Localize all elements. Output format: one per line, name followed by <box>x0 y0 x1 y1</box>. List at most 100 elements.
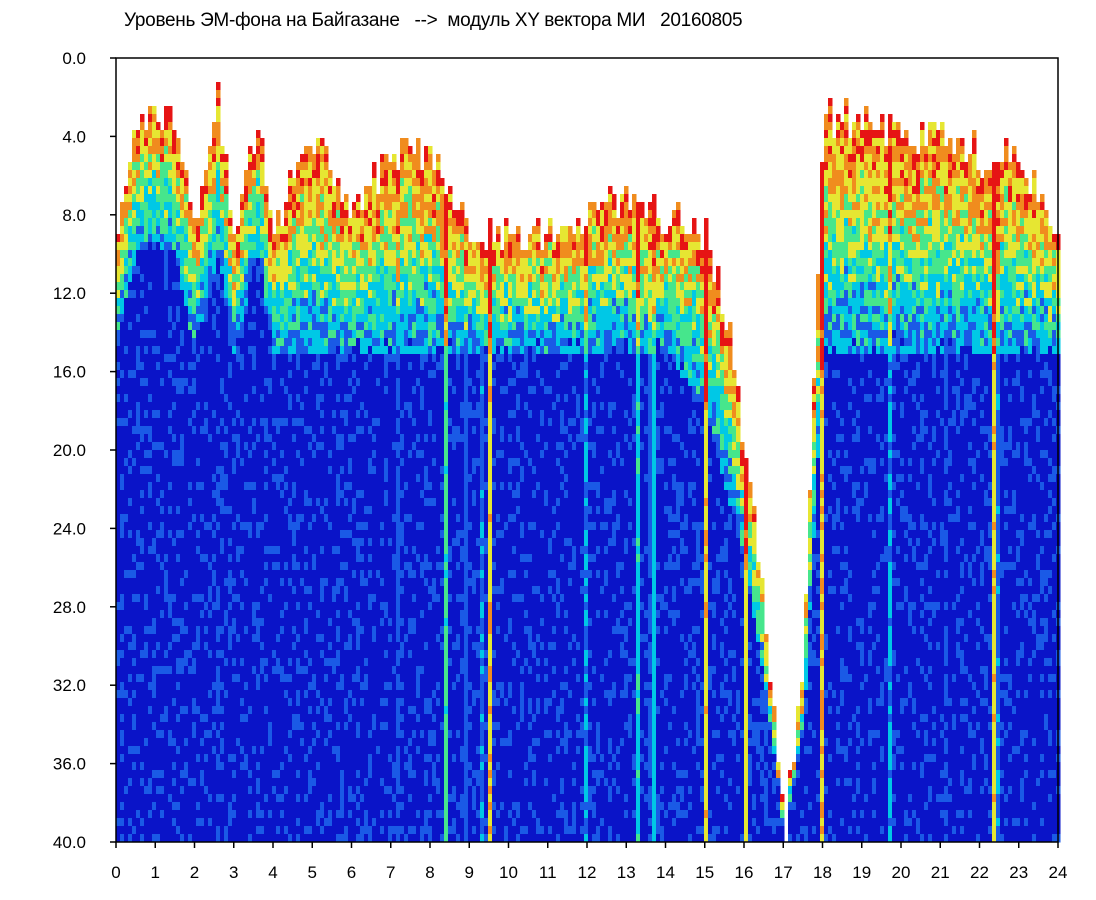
heatmap-cell <box>332 354 337 411</box>
heatmap-cell <box>320 818 325 827</box>
heatmap-cell <box>564 402 569 427</box>
heatmap-cell <box>300 746 305 843</box>
heatmap-cell <box>656 602 661 611</box>
heatmap-cell <box>148 458 153 467</box>
heatmap-cell <box>156 186 161 195</box>
heatmap-cell <box>288 506 293 515</box>
heatmap-cell <box>240 602 245 611</box>
heatmap-cell <box>300 194 305 203</box>
heatmap-cell <box>620 562 625 571</box>
heatmap-cell <box>488 522 493 603</box>
heatmap-cell <box>132 466 137 555</box>
heatmap-cell <box>564 666 569 675</box>
heatmap-cell <box>408 826 413 835</box>
heatmap-cell <box>276 490 281 547</box>
heatmap-cell <box>172 802 177 811</box>
heatmap-cell <box>600 778 605 819</box>
heatmap-cell <box>660 386 665 395</box>
heatmap-cell <box>208 146 213 155</box>
heatmap-cell <box>648 338 653 355</box>
heatmap-cell <box>204 522 209 531</box>
heatmap-cell <box>660 826 665 843</box>
heatmap-cell <box>316 138 321 147</box>
heatmap-cell <box>304 186 309 227</box>
heatmap-cell <box>660 258 665 267</box>
heatmap-cell <box>568 346 573 355</box>
heatmap-cell <box>380 618 385 627</box>
heatmap-cell <box>568 266 573 291</box>
heatmap-cell <box>276 226 281 235</box>
heatmap-cell <box>496 602 501 611</box>
heatmap-cell <box>480 802 485 819</box>
heatmap-cell <box>592 522 597 531</box>
heatmap-cell <box>168 490 173 507</box>
heatmap-cell <box>584 730 589 747</box>
heatmap-cell <box>176 322 181 347</box>
heatmap-cell <box>556 274 561 291</box>
heatmap-cell <box>336 242 341 259</box>
heatmap-cell <box>636 402 641 411</box>
heatmap-cell <box>168 530 173 539</box>
heatmap-cell <box>428 202 433 219</box>
heatmap-cell <box>312 242 317 251</box>
heatmap-cell <box>332 202 337 219</box>
heatmap-cell <box>616 458 621 515</box>
heatmap-cell <box>180 234 185 251</box>
heatmap-cell <box>304 266 309 275</box>
heatmap-cell <box>204 242 209 267</box>
heatmap-cell <box>532 498 537 523</box>
heatmap-cell <box>132 554 137 563</box>
heatmap-cell <box>380 778 385 787</box>
heatmap-cell <box>144 202 149 243</box>
heatmap-cell <box>328 802 333 811</box>
heatmap-cell <box>216 642 221 651</box>
heatmap-cell <box>676 570 681 611</box>
heatmap-cell <box>116 330 121 347</box>
heatmap-cell <box>156 506 161 531</box>
heatmap-cell <box>372 250 377 267</box>
heatmap-cell <box>468 634 473 683</box>
heatmap-cell <box>432 786 437 843</box>
heatmap-cell <box>544 306 549 315</box>
heatmap-cell <box>148 338 153 395</box>
heatmap-cell <box>456 274 461 283</box>
heatmap-cell <box>264 234 269 251</box>
heatmap-cell <box>412 570 417 579</box>
heatmap-cell <box>220 154 225 163</box>
heatmap-cell <box>596 346 601 355</box>
heatmap-cell <box>664 626 669 635</box>
heatmap-cell <box>392 450 397 515</box>
heatmap-cell <box>640 338 645 347</box>
heatmap-cell <box>452 818 457 835</box>
heatmap-cell <box>632 658 637 667</box>
heatmap-cell <box>128 370 133 379</box>
heatmap-cell <box>656 250 661 259</box>
heatmap-cell <box>452 354 457 387</box>
heatmap-cell <box>492 690 497 707</box>
heatmap-cell <box>312 778 317 787</box>
heatmap-cell <box>224 242 229 251</box>
heatmap-cell <box>584 378 589 395</box>
heatmap-cell <box>604 362 609 499</box>
heatmap-cell <box>568 586 573 643</box>
heatmap-cell <box>180 226 185 235</box>
heatmap-cell <box>400 234 405 251</box>
heatmap-cell <box>540 618 545 627</box>
heatmap-cell <box>668 810 673 843</box>
heatmap-cell <box>580 338 585 347</box>
heatmap-cell <box>320 442 325 451</box>
heatmap-cell <box>516 322 521 339</box>
heatmap-cell <box>640 306 645 331</box>
heatmap-cell <box>520 354 525 363</box>
heatmap-cell <box>180 834 185 843</box>
heatmap-cell <box>188 834 193 843</box>
heatmap-cell <box>344 202 349 211</box>
heatmap-cell <box>240 354 245 371</box>
heatmap-cell <box>600 282 605 291</box>
heatmap-cell <box>492 834 497 843</box>
heatmap-cell <box>356 410 361 419</box>
heatmap-cell <box>588 442 593 451</box>
heatmap-cell <box>632 434 637 443</box>
heatmap-cell <box>312 450 317 459</box>
heatmap-cell <box>672 602 677 611</box>
